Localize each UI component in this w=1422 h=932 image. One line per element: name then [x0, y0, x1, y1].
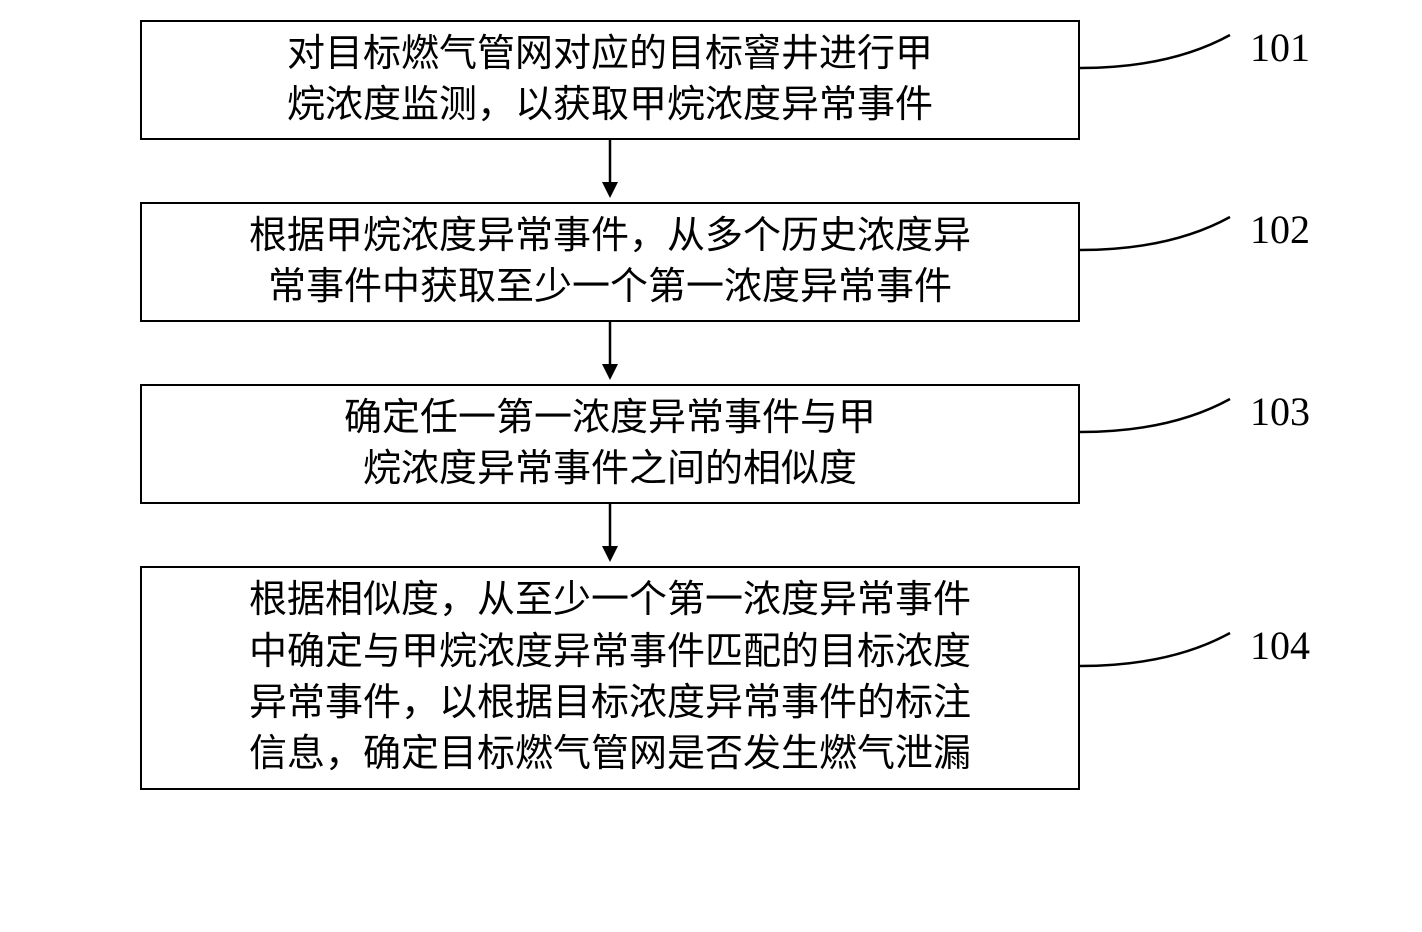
flow-arrow: [600, 322, 620, 384]
flow-arrow: [600, 504, 620, 566]
label-connector: [1080, 30, 1250, 100]
flowchart-step: 对目标燃气管网对应的目标窨井进行甲 烷浓度监测，以获取甲烷浓度异常事件: [140, 20, 1080, 140]
step-label: 103: [1250, 388, 1310, 435]
step-label: 101: [1250, 24, 1310, 71]
flow-arrow: [600, 140, 620, 202]
step-text: 确定任一第一浓度异常事件与甲 烷浓度异常事件之间的相似度: [344, 393, 876, 496]
label-connector: [1080, 628, 1250, 698]
label-connector: [1080, 394, 1250, 464]
flowchart-step: 根据相似度，从至少一个第一浓度异常事件 中确定与甲烷浓度异常事件匹配的目标浓度 …: [140, 566, 1080, 790]
step-label: 104: [1250, 622, 1310, 669]
flowchart-step: 确定任一第一浓度异常事件与甲 烷浓度异常事件之间的相似度: [140, 384, 1080, 504]
label-connector: [1080, 212, 1250, 282]
step-label: 102: [1250, 206, 1310, 253]
step-text: 根据甲烷浓度异常事件，从多个历史浓度异 常事件中获取至少一个第一浓度异常事件: [249, 211, 971, 314]
flowchart-step: 根据甲烷浓度异常事件，从多个历史浓度异 常事件中获取至少一个第一浓度异常事件: [140, 202, 1080, 322]
step-text: 根据相似度，从至少一个第一浓度异常事件 中确定与甲烷浓度异常事件匹配的目标浓度 …: [249, 575, 971, 780]
step-text: 对目标燃气管网对应的目标窨井进行甲 烷浓度监测，以获取甲烷浓度异常事件: [287, 29, 933, 132]
